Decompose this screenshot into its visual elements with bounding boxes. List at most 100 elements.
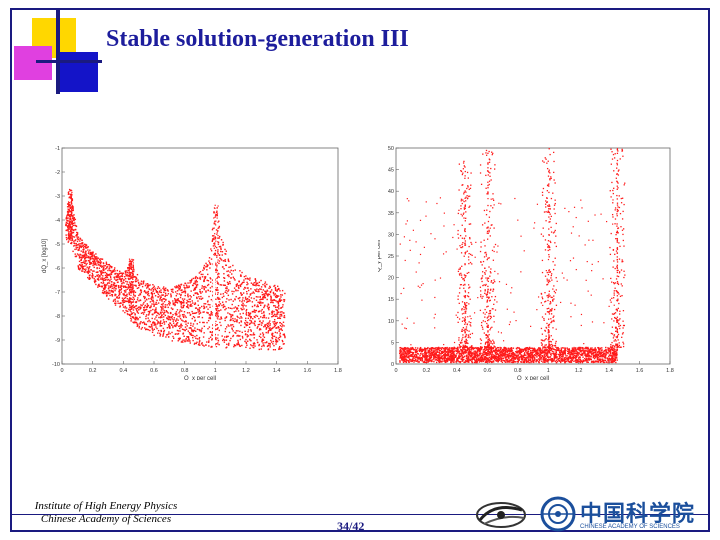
scatter-point — [187, 293, 189, 295]
scatter-point — [183, 311, 186, 313]
scatter-point — [587, 357, 590, 360]
scatter-point — [423, 348, 426, 350]
scatter-point — [155, 310, 157, 313]
scatter-point — [121, 272, 123, 275]
scatter-point — [252, 346, 254, 349]
scatter-point — [199, 276, 201, 279]
scatter-point — [67, 234, 69, 236]
scatter-point — [444, 352, 447, 355]
scatter-point — [200, 273, 202, 276]
scatter-point — [234, 331, 236, 334]
scatter-point — [239, 270, 241, 272]
scatter-point — [279, 346, 281, 348]
scatter-point — [205, 291, 207, 293]
scatter-point — [169, 332, 171, 335]
scatter-point — [128, 266, 131, 268]
scatter-point — [186, 285, 188, 287]
scatter-point — [77, 238, 79, 241]
scatter-point — [190, 332, 192, 335]
scatter-point — [250, 282, 253, 284]
scatter-point — [266, 341, 268, 343]
scatter-point — [183, 286, 185, 288]
scatter-point — [69, 218, 72, 220]
scatter-point — [224, 260, 227, 262]
scatter-point — [179, 310, 181, 313]
scatter-point — [547, 355, 549, 357]
scatter-point — [414, 347, 417, 349]
scatter-point — [407, 353, 409, 355]
scatter-point — [267, 294, 269, 296]
scatter-point — [145, 283, 147, 285]
scatter-point — [259, 304, 262, 307]
scatter-point — [493, 354, 496, 357]
scatter-point — [177, 319, 179, 321]
scatter-point — [562, 354, 564, 357]
scatter-point — [148, 325, 150, 328]
scatter-point — [70, 229, 72, 231]
scatter-point — [276, 306, 278, 308]
scatter-point — [195, 342, 197, 345]
scatter-point — [118, 292, 121, 294]
scatter-point — [219, 284, 222, 286]
scatter-point — [214, 216, 216, 218]
scatter-point — [117, 274, 120, 277]
scatter-point — [81, 268, 84, 270]
scatter-point — [213, 235, 215, 237]
scatter-point — [589, 358, 592, 361]
scatter-point — [239, 284, 241, 287]
scatter-point — [214, 289, 217, 291]
scatter-point — [269, 323, 271, 325]
scatter-point — [177, 298, 180, 300]
scatter-point — [210, 346, 212, 348]
scatter-point — [203, 321, 205, 324]
scatter-point — [162, 306, 164, 308]
scatter-point — [572, 356, 574, 358]
scatter-point — [179, 309, 182, 311]
scatter-point — [161, 307, 163, 309]
scatter-point — [440, 348, 443, 350]
x-tick-label: 1 — [547, 368, 550, 374]
scatter-point — [601, 354, 603, 357]
scatter-point — [257, 290, 259, 293]
scatter-point — [220, 259, 223, 261]
scatter-point — [134, 291, 137, 294]
scatter-point — [193, 316, 196, 319]
scatter-point — [217, 293, 219, 296]
scatter-point — [413, 359, 415, 362]
scatter-point — [494, 355, 496, 358]
scatter-point — [497, 349, 500, 351]
scatter-point — [433, 356, 435, 358]
scatter-point — [512, 360, 515, 363]
scatter-point — [253, 292, 255, 294]
scatter-point — [227, 324, 229, 326]
scatter-point — [98, 267, 101, 269]
scatter-point — [240, 307, 242, 310]
scatter-point — [129, 317, 132, 319]
scatter-point — [194, 276, 197, 279]
scatter-point — [273, 324, 276, 326]
scatter-point — [421, 353, 423, 355]
scatter-point — [257, 296, 259, 298]
scatter-point — [74, 253, 76, 255]
scatter-point — [240, 294, 243, 296]
scatter-point — [399, 349, 402, 351]
scatter-point — [575, 349, 578, 351]
scatter-point — [129, 305, 131, 307]
scatter-point — [516, 360, 519, 363]
scatter-point — [601, 360, 604, 362]
scatter-point — [152, 329, 154, 332]
scatter-point — [492, 355, 494, 358]
scatter-point — [279, 334, 281, 336]
scatter-point — [83, 262, 86, 265]
scatter-point — [146, 294, 149, 296]
scatter-point — [99, 278, 102, 280]
scatter-point — [283, 316, 286, 319]
scatter-point — [216, 324, 218, 326]
scatter-point — [406, 350, 408, 352]
scatter-point — [252, 332, 255, 334]
scatter-point — [149, 284, 151, 286]
scatter-point — [208, 314, 211, 316]
scatter-point — [185, 287, 187, 289]
scatter-point — [450, 354, 452, 357]
scatter-point — [412, 357, 415, 359]
